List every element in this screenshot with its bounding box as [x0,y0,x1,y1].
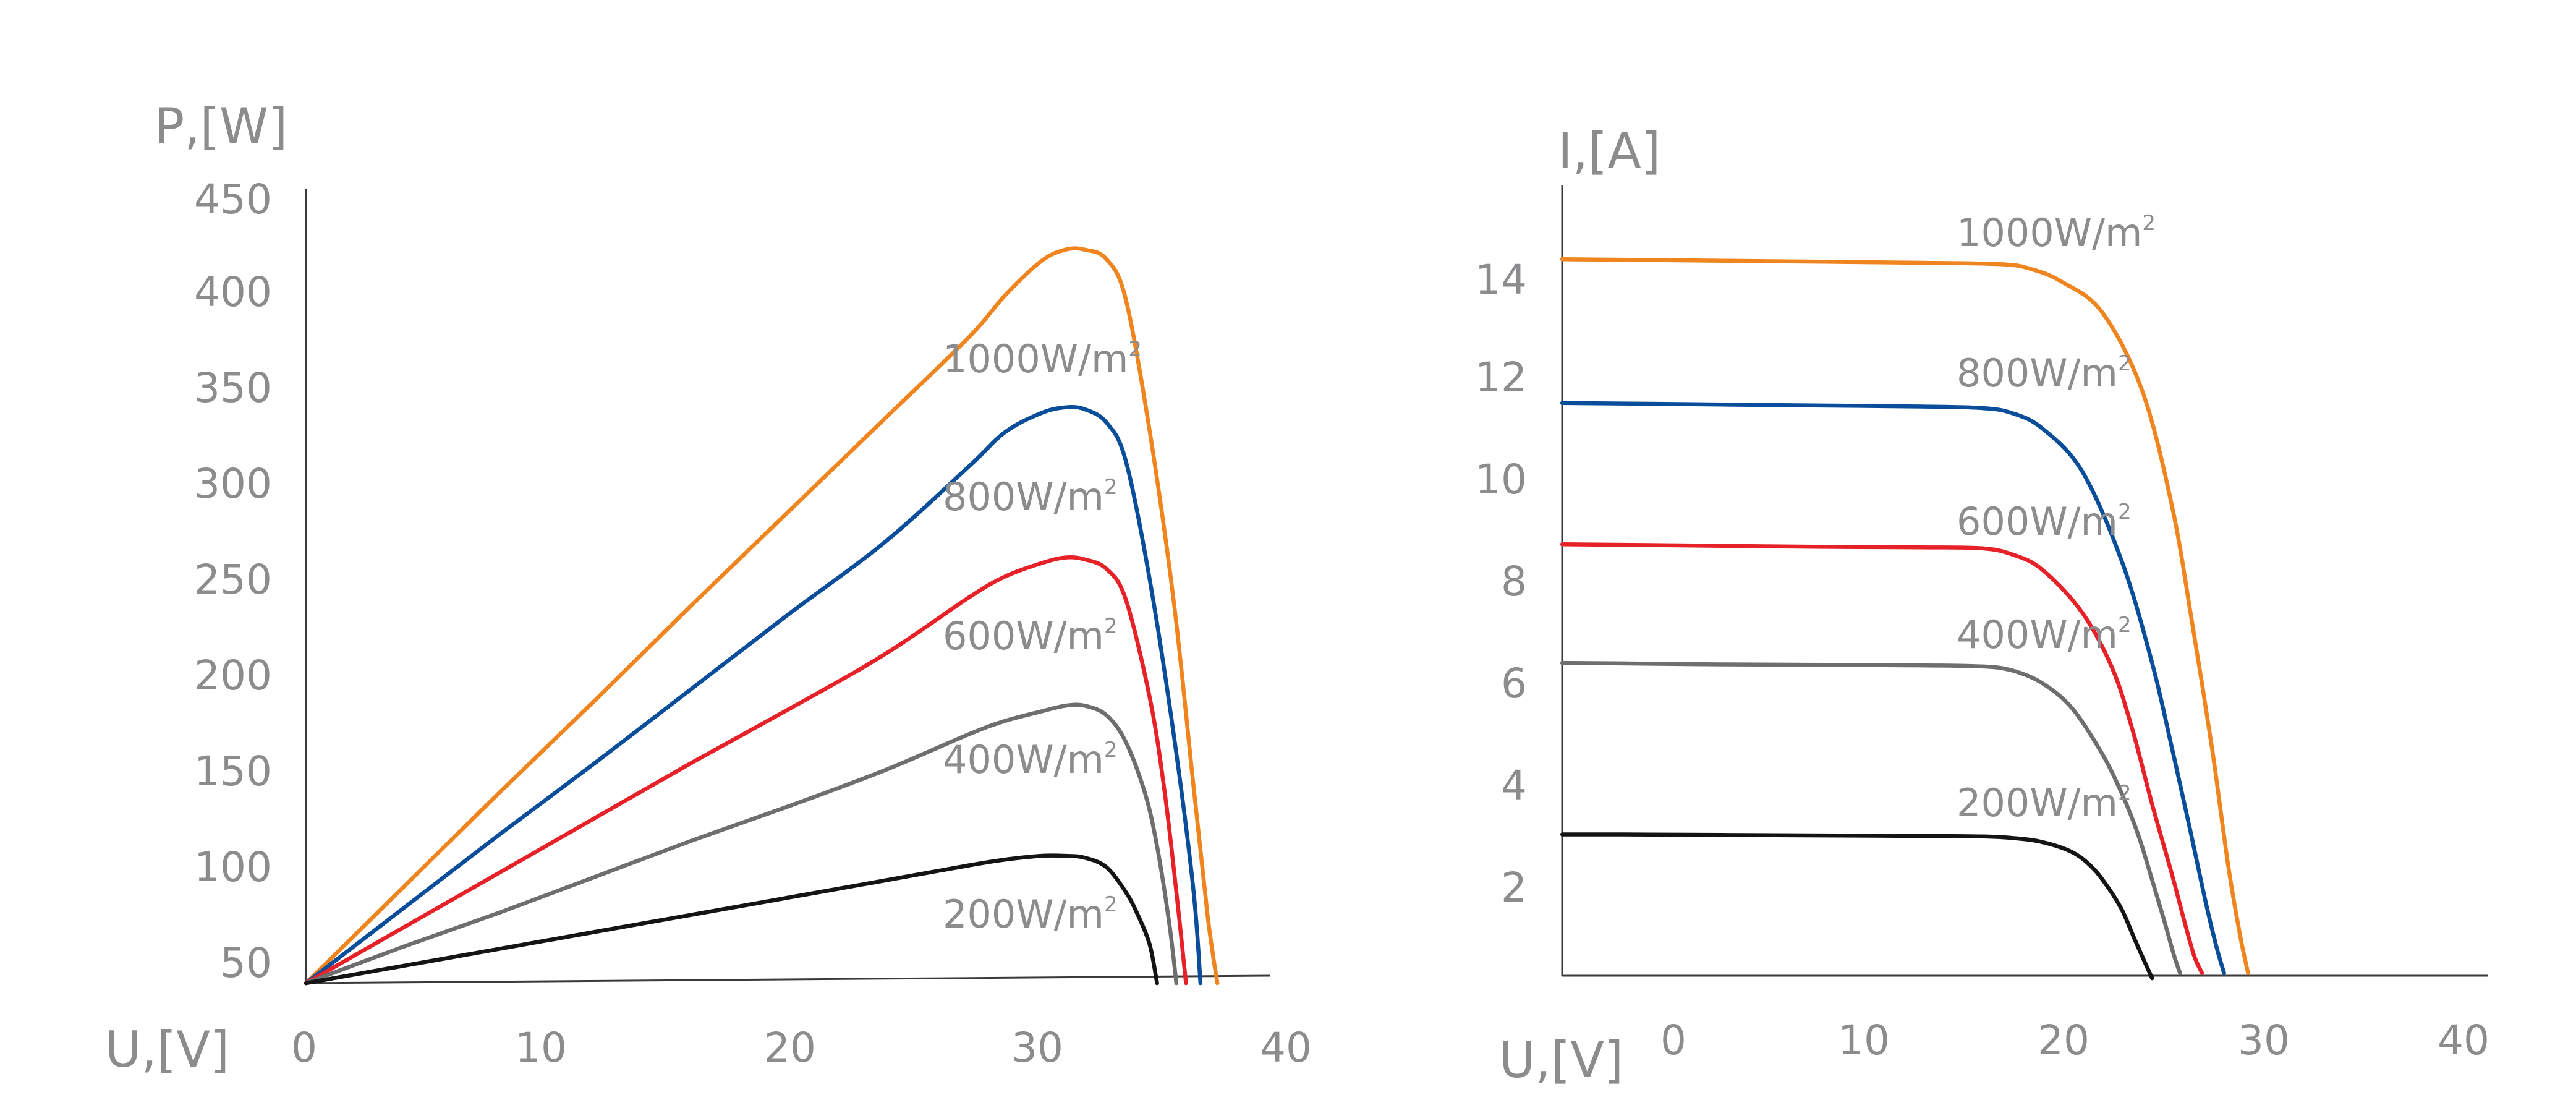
i-y-tick-label: 10 [1475,456,1527,503]
current-voltage-chart: I,[A] U,[V] 2 4 6 8 10 12 14 0 10 20 30 … [1475,122,2489,1089]
p-chart-y-tick-labels: 50 100 150 200 250 300 350 400 450 [194,176,272,987]
i-curve-label-200: 200W/m2 [1957,780,2132,825]
i-y-tick-label: 2 [1501,864,1527,911]
p-curve-label-600: 600W/m2 [943,613,1118,659]
i-curve-400-wm2 [1560,660,2182,976]
p-y-tick-label: 350 [194,364,272,412]
p-y-tick-label: 200 [194,652,272,699]
i-chart-y-tick-labels: 2 4 6 8 10 12 14 [1475,256,1527,911]
p-x-tick-label: 30 [1011,1024,1063,1072]
p-x-tick-label: 10 [515,1024,567,1072]
p-y-tick-label: 300 [194,460,272,508]
i-curve-800-wm2 [1560,401,2226,976]
i-y-tick-label: 6 [1501,660,1527,707]
i-x-tick-label: 40 [2438,1017,2489,1064]
i-chart-y-axis-title: I,[A] [1558,122,1660,180]
i-curve-label-800: 800W/m2 [1957,351,2132,396]
i-curve-200-wm2 [1560,832,2154,981]
i-y-tick-label: 14 [1475,256,1527,304]
p-x-tick-label: 0 [291,1024,317,1072]
p-chart-curve-labels: 1000W/m2 800W/m2 600W/m2 400W/m2 200W/m2 [943,336,1142,937]
p-y-tick-label: 100 [194,843,272,891]
p-chart-curves [304,246,1220,986]
p-curve-label-1000: 1000W/m2 [943,336,1142,382]
p-y-tick-label: 250 [194,556,272,603]
i-curve-label-400: 400W/m2 [1957,612,2132,657]
p-y-tick-label: 400 [194,268,272,316]
p-curve-label-800: 800W/m2 [943,474,1118,519]
p-chart-y-axis-title: P,[W] [155,98,287,155]
i-y-tick-label: 8 [1501,558,1527,605]
p-curve-600-wm2 [304,555,1188,986]
i-chart-curve-labels: 1000W/m2 800W/m2 600W/m2 400W/m2 200W/m2 [1957,210,2156,825]
p-curve-400-wm2 [304,702,1179,986]
p-chart-x-axis [305,974,1271,984]
i-chart-curves [1560,257,2250,981]
p-curve-1000-wm2 [304,246,1220,986]
i-curve-label-600: 600W/m2 [1957,499,2132,544]
p-curve-label-400: 400W/m2 [943,737,1118,782]
i-curve-label-1000: 1000W/m2 [1957,210,2156,255]
i-curve-600-wm2 [1560,542,2204,976]
i-x-tick-label: 10 [1838,1017,1890,1064]
p-curve-label-200: 200W/m2 [943,892,1118,937]
p-chart-x-tick-labels: 0 10 20 30 40 [291,1024,1312,1072]
i-x-tick-label: 0 [1660,1017,1686,1064]
i-x-tick-label: 30 [2238,1017,2290,1064]
power-voltage-chart: P,[W] U,[V] 50 100 150 200 250 300 350 4… [105,98,1312,1078]
i-y-tick-label: 4 [1501,762,1527,809]
i-y-tick-label: 12 [1475,354,1527,401]
p-x-tick-label: 40 [1260,1024,1312,1072]
p-curve-800-wm2 [304,405,1203,986]
i-chart-x-axis-title: U,[V] [1499,1031,1623,1089]
p-y-tick-label: 50 [220,939,272,987]
i-chart-x-tick-labels: 0 10 20 30 40 [1660,1017,2489,1064]
i-x-tick-label: 20 [2038,1017,2089,1064]
p-chart-x-axis-title: U,[V] [105,1021,229,1078]
p-y-tick-label: 150 [194,748,272,795]
p-x-tick-label: 20 [764,1024,816,1072]
p-curve-200-wm2 [304,853,1159,986]
i-curve-1000-wm2 [1560,257,2250,976]
p-y-tick-label: 450 [194,176,272,223]
